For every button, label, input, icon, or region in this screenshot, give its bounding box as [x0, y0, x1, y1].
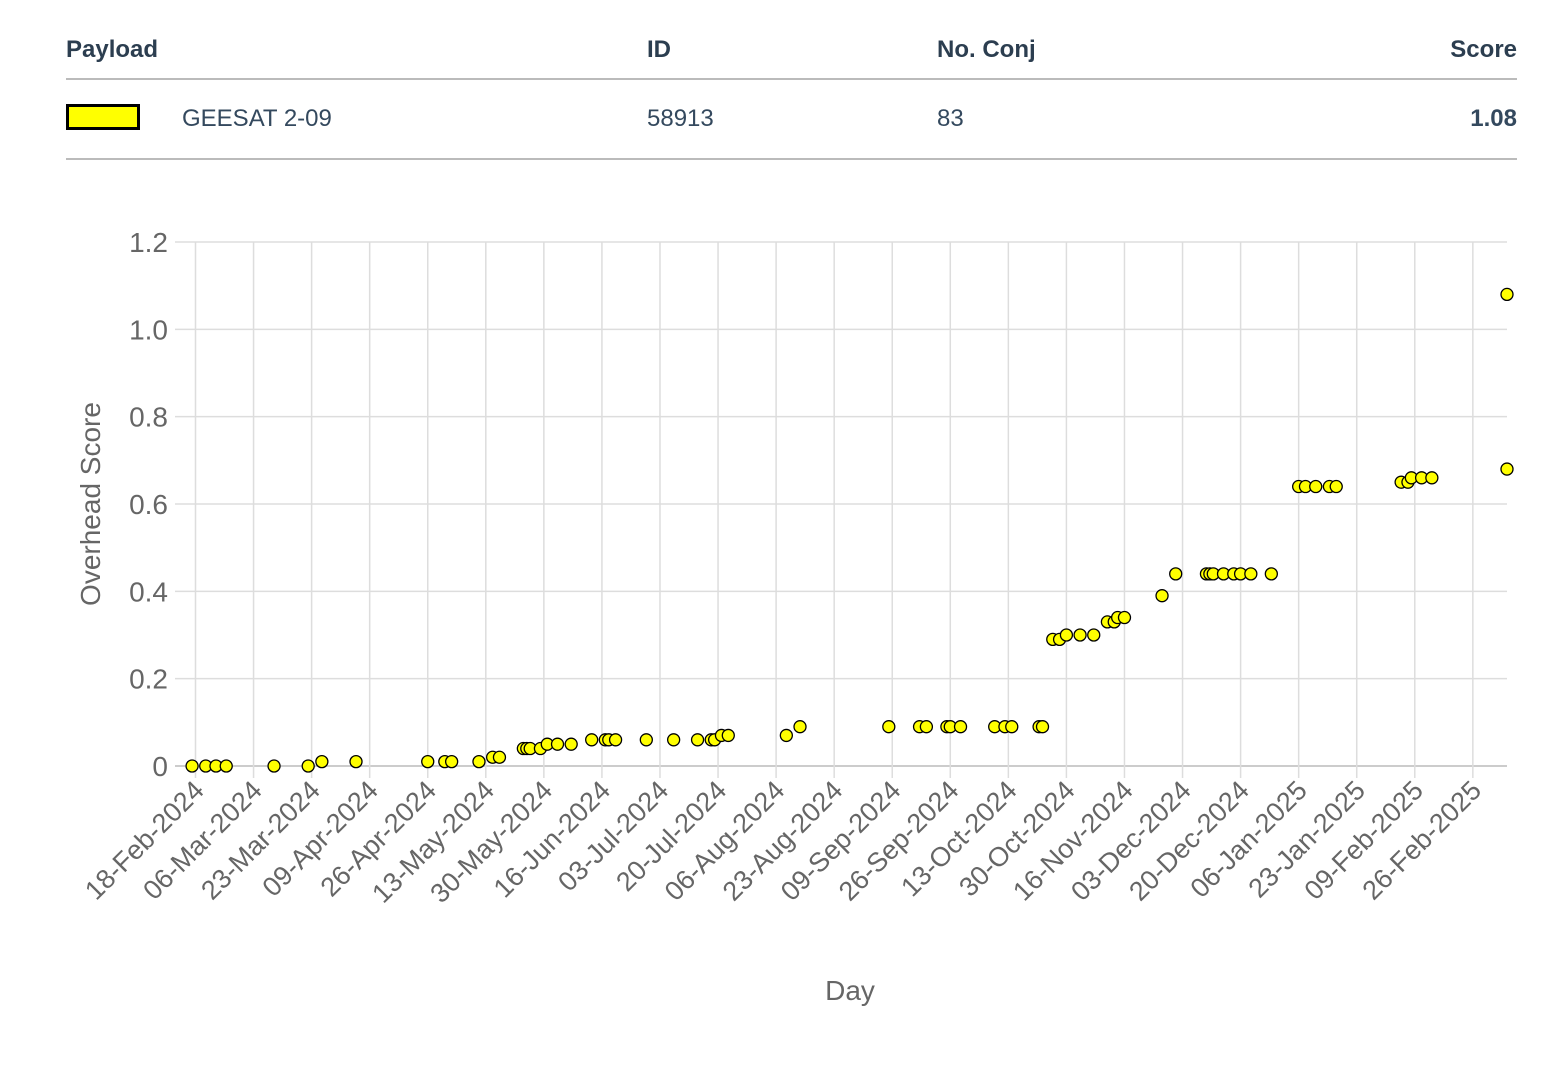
y-tick-label: 1.2	[129, 227, 168, 258]
column-header: Score	[1450, 36, 1517, 63]
data-point	[267, 759, 281, 773]
data-point	[472, 754, 486, 769]
data-point	[492, 750, 507, 764]
row-rule	[66, 158, 1517, 160]
data-point	[793, 720, 807, 734]
payload-id: 58913	[647, 105, 714, 132]
data-point	[1500, 287, 1514, 302]
y-tick-label: 0.4	[129, 576, 168, 607]
data-point	[779, 728, 794, 743]
y-tick-label: 0	[152, 751, 168, 782]
data-point	[919, 720, 934, 734]
column-header: ID	[647, 36, 671, 63]
color-swatch	[66, 104, 140, 130]
data-point	[1425, 471, 1439, 485]
data-point	[1169, 567, 1183, 581]
payload-name: GEESAT 2-09	[182, 105, 332, 132]
data-point	[882, 720, 896, 734]
data-point	[666, 733, 681, 747]
data-point	[219, 759, 233, 773]
data-point	[1059, 628, 1074, 642]
data-point	[1244, 567, 1258, 581]
data-point	[349, 754, 363, 769]
column-header: Payload	[66, 36, 159, 63]
data-point	[1117, 610, 1132, 625]
y-tick-label: 0.6	[129, 489, 168, 520]
y-tick-label: 0.8	[129, 402, 168, 433]
y-axis-title: Overhead Score	[75, 402, 106, 606]
x-axis-title: Day	[825, 975, 875, 1006]
data-point	[550, 737, 565, 751]
data-point	[639, 733, 653, 747]
data-point	[608, 733, 623, 747]
data-point	[185, 759, 199, 773]
conj-count: 83	[937, 105, 964, 132]
data-point	[315, 754, 329, 769]
data-point	[1329, 479, 1343, 494]
data-point	[1087, 628, 1101, 642]
data-point	[1035, 720, 1050, 734]
data-point	[421, 754, 435, 769]
data-point	[564, 737, 578, 751]
data-point	[1073, 628, 1087, 642]
data-point	[585, 733, 599, 747]
data-point	[1155, 589, 1169, 603]
score: 1.08	[1470, 105, 1517, 132]
data-point	[1264, 567, 1278, 581]
data-point	[690, 733, 705, 747]
data-point	[301, 759, 315, 773]
data-point	[1500, 462, 1514, 476]
data-point	[1005, 720, 1019, 734]
data-point	[721, 728, 735, 743]
column-header: No. Conj	[937, 36, 1036, 63]
data-point	[444, 754, 459, 769]
data-point	[1309, 479, 1323, 494]
header-rule	[66, 78, 1517, 80]
data-point	[953, 720, 968, 734]
y-tick-label: 0.2	[129, 664, 168, 695]
y-tick-label: 1.0	[129, 314, 168, 345]
